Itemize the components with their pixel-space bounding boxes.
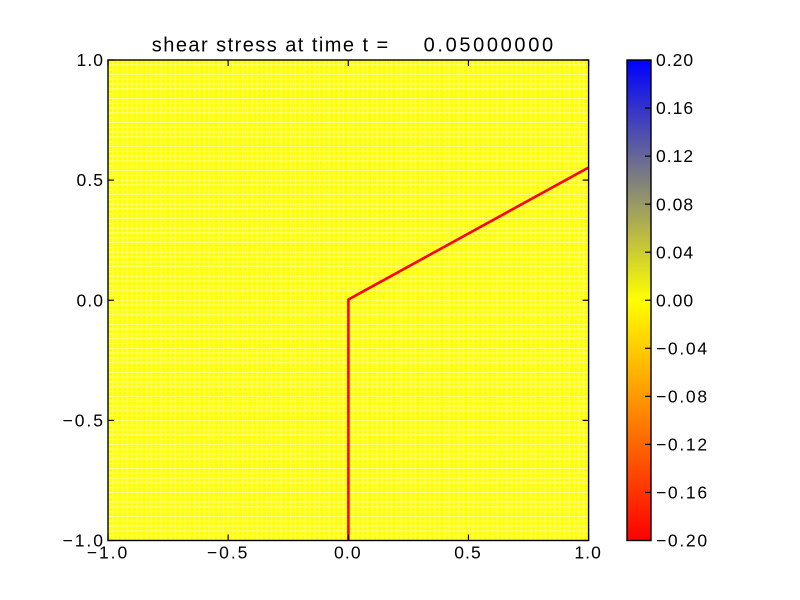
svg-text:0.16: 0.16 [656,98,693,118]
svg-text:−0.5: −0.5 [207,542,248,562]
svg-text:−0.12: −0.12 [656,435,707,455]
svg-text:1.0: 1.0 [574,542,601,562]
svg-text:0.5: 0.5 [454,542,481,562]
svg-text:−1.0: −1.0 [63,531,104,551]
svg-text:0.5: 0.5 [77,170,104,190]
svg-text:−0.5: −0.5 [63,411,104,431]
svg-text:0.08: 0.08 [656,194,693,214]
svg-text:−0.04: −0.04 [656,338,707,358]
svg-text:0.04: 0.04 [656,242,693,262]
svg-text:−1.0: −1.0 [87,542,128,562]
svg-text:0.0: 0.0 [77,290,104,310]
svg-text:−0.08: −0.08 [656,386,707,406]
svg-text:0.0: 0.0 [334,542,361,562]
svg-text:1.0: 1.0 [77,50,104,70]
svg-text:0.00: 0.00 [656,290,693,310]
svg-text:0.12: 0.12 [656,146,693,166]
svg-text:shear stress at time t =: shear stress at time t = [152,35,388,57]
svg-text:−0.16: −0.16 [656,483,707,503]
svg-text:0.20: 0.20 [656,50,693,70]
svg-text:0.05000000: 0.05000000 [424,35,553,57]
svg-text:−0.20: −0.20 [656,531,707,551]
